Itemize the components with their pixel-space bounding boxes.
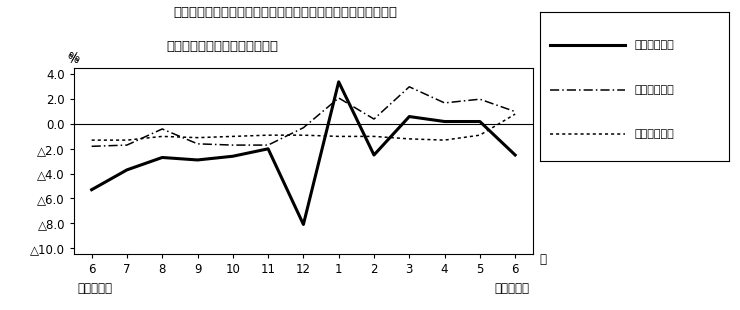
Text: 平成２２年: 平成２２年 <box>494 281 529 294</box>
Text: 第４図　賃金、労働時間、常用雇用指数　対前年同月比の推移: 第４図 賃金、労働時間、常用雇用指数 対前年同月比の推移 <box>173 6 397 19</box>
Text: （規横５人以上　調査産業計）: （規横５人以上 調査産業計） <box>166 40 278 53</box>
Text: 総実労働時間: 総実労働時間 <box>635 85 674 95</box>
Text: %: % <box>68 51 80 64</box>
Text: 平成２１年: 平成２１年 <box>78 281 112 294</box>
Text: %: % <box>67 53 78 66</box>
Text: 月: 月 <box>540 253 547 266</box>
Text: 常用雇用指数: 常用雇用指数 <box>635 129 674 140</box>
Text: 現金給与総額: 現金給与総額 <box>635 40 674 50</box>
